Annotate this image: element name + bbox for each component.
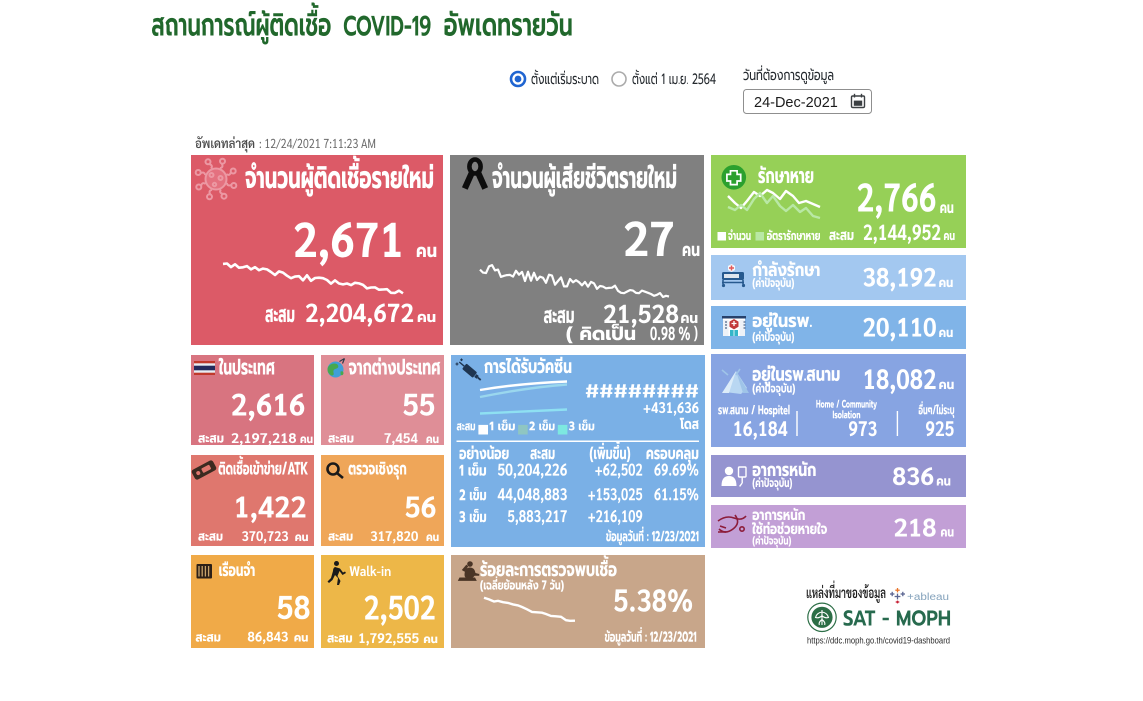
svg-text:https://ddc.moph.go.th/covid19: https://ddc.moph.go.th/covid19-dashboard xyxy=(807,636,950,647)
svg-text:24-Dec-2021: 24-Dec-2021 xyxy=(754,95,838,111)
svg-text:+ableau: +ableau xyxy=(907,592,949,603)
